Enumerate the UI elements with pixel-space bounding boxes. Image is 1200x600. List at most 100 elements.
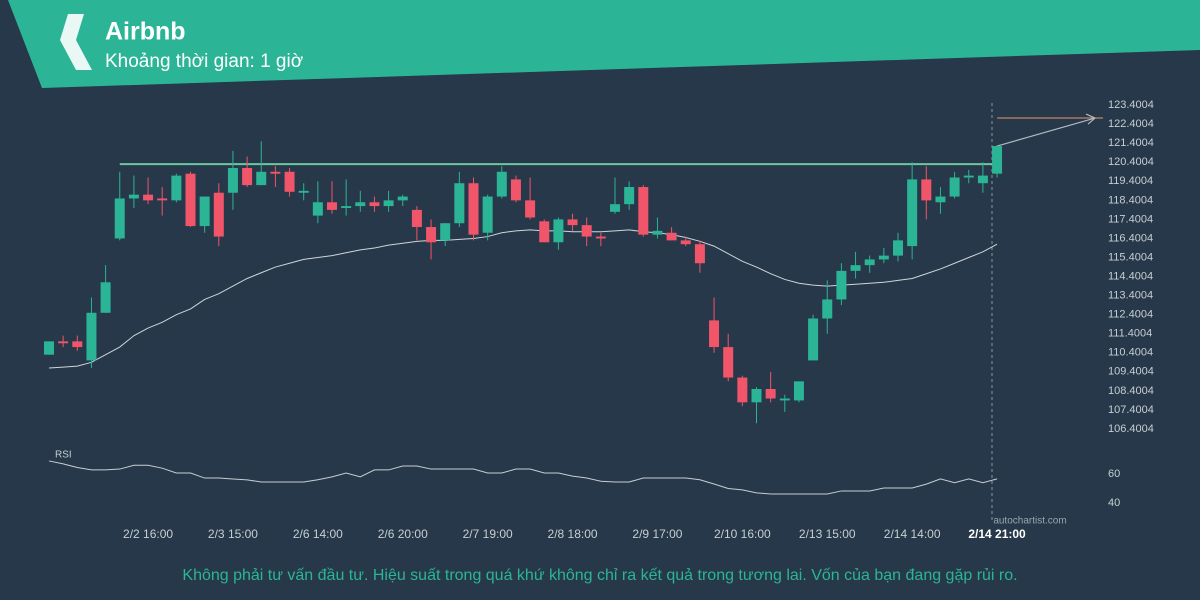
candle-body xyxy=(878,255,889,260)
candle-body xyxy=(284,171,295,192)
candle-body xyxy=(822,299,833,319)
y-tick-label: 112.4004 xyxy=(1108,309,1153,321)
candle-body xyxy=(949,177,960,197)
forecast-arrow xyxy=(996,117,1096,147)
candle-body xyxy=(213,192,224,237)
candle-body xyxy=(935,196,946,203)
candle-body xyxy=(793,381,804,401)
candle-body xyxy=(411,209,422,228)
candle-body xyxy=(893,240,903,256)
y-tick-label: 116.4004 xyxy=(1108,232,1153,244)
candle-body xyxy=(298,190,309,193)
candle-body xyxy=(383,200,394,207)
disclaimer: Không phải tư vấn đầu tư. Hiệu suất tron… xyxy=(182,567,1017,584)
y-tick-label: 113.4004 xyxy=(1108,290,1153,302)
candle-body xyxy=(864,259,875,266)
candle-body xyxy=(58,341,69,344)
candle-body xyxy=(694,244,705,264)
watermark: autochartist.com xyxy=(993,516,1066,527)
candle-body xyxy=(581,225,592,237)
y-tick-label: 119.4004 xyxy=(1108,175,1153,187)
candle-body xyxy=(525,200,536,218)
x-tick-label: 2/2 16:00 xyxy=(123,527,173,541)
candle-body xyxy=(468,183,479,235)
candle-body xyxy=(143,194,154,201)
rsi-label: RSI xyxy=(55,450,72,461)
candle-body xyxy=(610,204,620,212)
candle-body xyxy=(666,232,677,241)
candle-body xyxy=(426,227,437,243)
candle-body xyxy=(751,388,762,403)
rsi-line xyxy=(48,460,998,495)
candle-body xyxy=(709,320,720,348)
candle-body xyxy=(355,202,366,207)
candle-body xyxy=(440,223,451,241)
candle-body xyxy=(963,175,974,178)
candle-body xyxy=(737,377,748,403)
candle-body xyxy=(624,187,635,205)
header-banner xyxy=(8,0,1200,88)
y-tick-label: 40 xyxy=(1108,497,1120,509)
x-tick-label: 2/13 15:00 xyxy=(799,527,856,541)
candle-body xyxy=(256,171,267,186)
candle-body xyxy=(595,236,606,239)
candle-body xyxy=(128,194,139,199)
candle-body xyxy=(171,175,182,201)
y-tick-label: 121.4004 xyxy=(1108,137,1154,149)
y-tick-label: 118.4004 xyxy=(1108,194,1153,206)
y-tick-label: 108.4004 xyxy=(1108,385,1154,397)
candle-body xyxy=(369,202,380,207)
candle-body xyxy=(312,202,323,216)
candle-body xyxy=(341,206,352,208)
candle-body xyxy=(567,219,578,226)
forecast-arrowhead xyxy=(1085,113,1097,125)
candle-body xyxy=(72,341,83,348)
candle-body xyxy=(100,282,111,313)
y-tick-label: 117.4004 xyxy=(1108,213,1153,225)
candle-body xyxy=(977,175,988,184)
candle-body xyxy=(157,198,168,201)
y-tick-label: 106.4004 xyxy=(1108,423,1154,435)
x-tick-label: 2/3 15:00 xyxy=(208,527,258,541)
logo xyxy=(60,14,92,70)
y-tick-label: 115.4004 xyxy=(1108,251,1153,263)
x-tick-label: 2/9 17:00 xyxy=(632,527,682,541)
x-tick-label: 2/14 21:00 xyxy=(968,527,1026,541)
x-tick-label: 2/6 14:00 xyxy=(293,527,343,541)
candle-body xyxy=(539,221,550,243)
candle-body xyxy=(454,183,465,224)
candle-body xyxy=(808,318,819,361)
candle-body xyxy=(850,265,861,271)
candle-body xyxy=(765,388,776,399)
subtitle: Khoảng thời gian: 1 giờ xyxy=(105,51,303,72)
y-tick-label: 110.4004 xyxy=(1108,347,1153,359)
candle-body xyxy=(638,187,649,235)
title: Airbnb xyxy=(105,18,186,46)
y-tick-label: 109.4004 xyxy=(1108,366,1154,378)
candle-body xyxy=(779,398,790,401)
candle-body xyxy=(680,240,691,245)
candle-body xyxy=(327,202,337,210)
candle-body xyxy=(86,312,97,361)
x-tick-label: 2/10 16:00 xyxy=(714,527,771,541)
candle-body xyxy=(270,171,281,174)
candle-body xyxy=(921,179,932,201)
y-tick-label: 107.4004 xyxy=(1108,404,1154,416)
candle-body xyxy=(397,196,408,201)
y-tick-label: 60 xyxy=(1108,468,1120,480)
candle-body xyxy=(907,179,918,247)
x-tick-label: 2/8 18:00 xyxy=(548,527,598,541)
y-tick-label: 114.4004 xyxy=(1108,270,1153,282)
x-tick-label: 2/6 20:00 xyxy=(378,527,428,541)
candle-body xyxy=(836,270,847,300)
candle-body xyxy=(185,173,196,227)
candle-body xyxy=(510,179,521,201)
y-tick-label: 122.4004 xyxy=(1108,118,1154,130)
y-tick-label: 123.4004 xyxy=(1108,99,1154,111)
y-tick-label: 120.4004 xyxy=(1108,156,1154,168)
candle-body xyxy=(242,167,253,186)
candle-body xyxy=(114,198,125,239)
candle-body xyxy=(227,167,238,193)
